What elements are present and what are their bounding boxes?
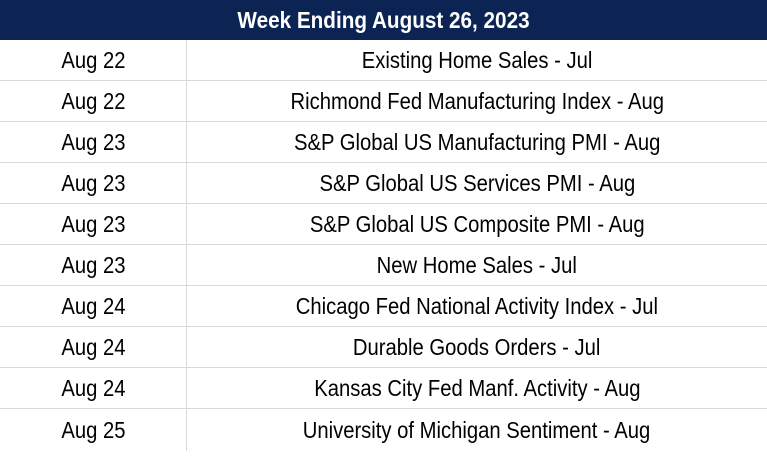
table-row: Aug 23 S&P Global US Services PMI - Aug	[0, 163, 767, 204]
table-row: Aug 24 Kansas City Fed Manf. Activity - …	[0, 368, 767, 409]
event-cell: S&P Global US Composite PMI - Aug	[187, 204, 767, 244]
event-text: S&P Global US Services PMI - Aug	[319, 169, 635, 196]
event-text: Chicago Fed National Activity Index - Ju…	[295, 292, 659, 319]
date-text: Aug 24	[60, 292, 126, 319]
event-cell: Existing Home Sales - Jul	[187, 40, 767, 80]
table-row: Aug 23 S&P Global US Manufacturing PMI -…	[0, 122, 767, 163]
date-cell: Aug 24	[0, 286, 187, 326]
table-header: Week Ending August 26, 2023	[0, 0, 767, 40]
date-cell: Aug 25	[0, 409, 187, 451]
table-body: Aug 22 Existing Home Sales - Jul Aug 22 …	[0, 40, 767, 451]
table-row: Aug 22 Existing Home Sales - Jul	[0, 40, 767, 81]
date-cell: Aug 23	[0, 245, 187, 285]
event-text: University of Michigan Sentiment - Aug	[303, 416, 651, 443]
date-text: Aug 24	[60, 333, 126, 360]
date-cell: Aug 24	[0, 327, 187, 367]
date-cell: Aug 22	[0, 81, 187, 121]
date-text: Aug 22	[60, 46, 126, 73]
event-cell: Richmond Fed Manufacturing Index - Aug	[187, 81, 767, 121]
table-row: Aug 23 New Home Sales - Jul	[0, 245, 767, 286]
event-cell: University of Michigan Sentiment - Aug	[187, 409, 767, 451]
event-text: Durable Goods Orders - Jul	[353, 333, 601, 360]
table-title: Week Ending August 26, 2023	[38, 0, 729, 40]
event-cell: New Home Sales - Jul	[187, 245, 767, 285]
table-row: Aug 24 Durable Goods Orders - Jul	[0, 327, 767, 368]
event-text: Existing Home Sales - Jul	[361, 46, 593, 73]
event-text: S&P Global US Composite PMI - Aug	[309, 210, 645, 237]
event-text: Richmond Fed Manufacturing Index - Aug	[290, 87, 664, 114]
date-cell: Aug 24	[0, 368, 187, 408]
event-cell: S&P Global US Manufacturing PMI - Aug	[187, 122, 767, 162]
table-row: Aug 25 University of Michigan Sentiment …	[0, 409, 767, 451]
event-cell: S&P Global US Services PMI - Aug	[187, 163, 767, 203]
event-cell: Durable Goods Orders - Jul	[187, 327, 767, 367]
date-cell: Aug 23	[0, 122, 187, 162]
event-cell: Kansas City Fed Manf. Activity - Aug	[187, 368, 767, 408]
date-text: Aug 22	[60, 87, 126, 114]
date-text: Aug 23	[60, 251, 126, 278]
date-cell: Aug 22	[0, 40, 187, 80]
date-text: Aug 23	[60, 169, 126, 196]
table-row: Aug 24 Chicago Fed National Activity Ind…	[0, 286, 767, 327]
table-row: Aug 23 S&P Global US Composite PMI - Aug	[0, 204, 767, 245]
date-cell: Aug 23	[0, 163, 187, 203]
date-text: Aug 23	[60, 210, 126, 237]
event-text: Kansas City Fed Manf. Activity - Aug	[313, 374, 641, 401]
event-text: New Home Sales - Jul	[376, 251, 578, 278]
date-text: Aug 25	[60, 416, 126, 443]
date-cell: Aug 23	[0, 204, 187, 244]
event-cell: Chicago Fed National Activity Index - Ju…	[187, 286, 767, 326]
date-text: Aug 24	[60, 374, 126, 401]
event-text: S&P Global US Manufacturing PMI - Aug	[293, 128, 661, 155]
date-text: Aug 23	[60, 128, 126, 155]
table-row: Aug 22 Richmond Fed Manufacturing Index …	[0, 81, 767, 122]
